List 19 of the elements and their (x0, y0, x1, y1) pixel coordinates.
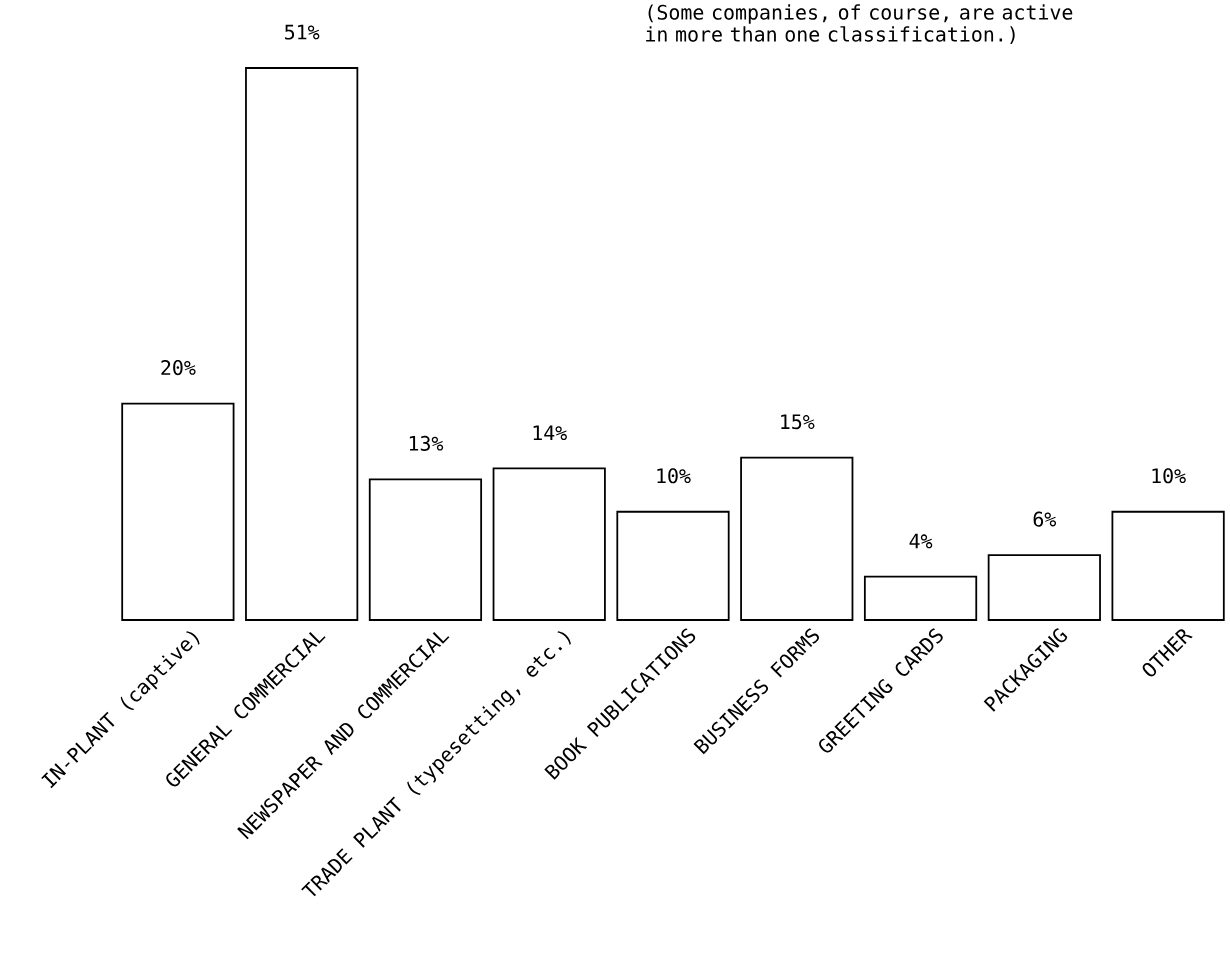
bar (492, 467, 606, 621)
data-label: 10% (1152, 468, 1186, 484)
bar (616, 510, 730, 621)
data-label: 14% (533, 425, 567, 441)
bar (245, 67, 359, 621)
data-label: 6% (1033, 511, 1057, 527)
data-label: 15% (781, 414, 815, 430)
data-label: 10% (657, 468, 691, 484)
bar (121, 402, 235, 621)
data-label: 51% (285, 24, 320, 40)
data-label: 13% (409, 435, 444, 451)
data-label: 4% (909, 533, 933, 549)
bar (1111, 510, 1225, 621)
bar (740, 456, 854, 621)
bar (863, 575, 978, 621)
data-label: 20% (161, 360, 196, 376)
bar (987, 554, 1101, 621)
bar (368, 478, 483, 621)
text: (Some companies, of course, are active in more than one classification.) (646, 4, 1073, 45)
